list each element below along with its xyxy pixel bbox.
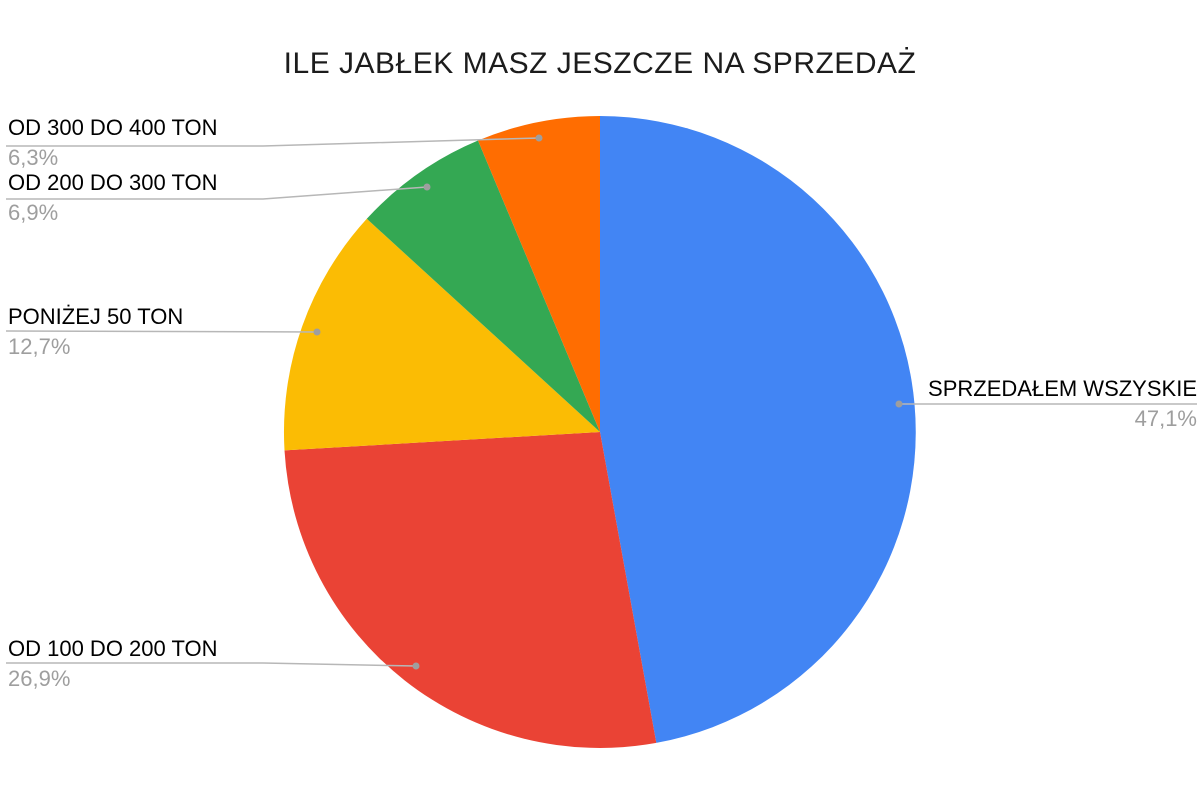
slice-label: OD 100 DO 200 TON bbox=[8, 636, 218, 661]
slice-percentage: 47,1% bbox=[1134, 406, 1197, 431]
pie-slice-1 bbox=[284, 432, 657, 748]
slice-callout-od-100-do-200: OD 100 DO 200 TON 26,9% bbox=[8, 634, 218, 694]
slice-callout-ponizej-50: PONIŻEJ 50 TON 12,7% bbox=[8, 302, 183, 362]
slice-label: PONIŻEJ 50 TON bbox=[8, 304, 184, 329]
leader-dot-od-200-do-300 bbox=[423, 183, 431, 191]
leader-dot-od-100-do-200 bbox=[412, 662, 420, 670]
leader-dot-ponizej-50 bbox=[313, 328, 321, 336]
slice-label: OD 200 DO 300 TON bbox=[8, 170, 218, 195]
slice-percentage: 6,3% bbox=[8, 145, 59, 170]
slice-callout-sprzedalem-wszyskie: SPRZEDAŁEM WSZYSKIE 47,1% bbox=[928, 374, 1197, 434]
leader-dot-sprzedalem-wszyskie bbox=[895, 400, 903, 408]
pie-slice-3 bbox=[366, 140, 600, 432]
leader-line-od-300-do-400 bbox=[6, 137, 540, 147]
slice-label: OD 300 DO 400 TON bbox=[8, 115, 218, 140]
slice-label: SPRZEDAŁEM WSZYSKIE bbox=[928, 376, 1197, 401]
pie-slices bbox=[283, 116, 916, 748]
slice-callout-od-300-do-400: OD 300 DO 400 TON 6,3% bbox=[8, 113, 218, 173]
leader-line-ponizej-50 bbox=[5, 330, 318, 333]
leader-dot-od-300-do-400 bbox=[535, 134, 543, 142]
chart-title: ILE JABŁEK MASZ JESZCZE NA SPRZEDAŻ bbox=[283, 47, 917, 80]
pie-slice-4 bbox=[478, 116, 600, 432]
slice-callout-od-200-do-300: OD 200 DO 300 TON 6,9% bbox=[8, 168, 218, 228]
pie-slice-2 bbox=[283, 218, 600, 451]
leader-line-od-100-do-200 bbox=[6, 662, 417, 667]
slice-percentage: 26,9% bbox=[8, 666, 71, 691]
slice-percentage: 6,9% bbox=[8, 200, 59, 225]
slice-percentage: 12,7% bbox=[8, 334, 71, 359]
leader-line-od-200-do-300 bbox=[6, 186, 428, 200]
pie-slice-0 bbox=[600, 116, 916, 743]
